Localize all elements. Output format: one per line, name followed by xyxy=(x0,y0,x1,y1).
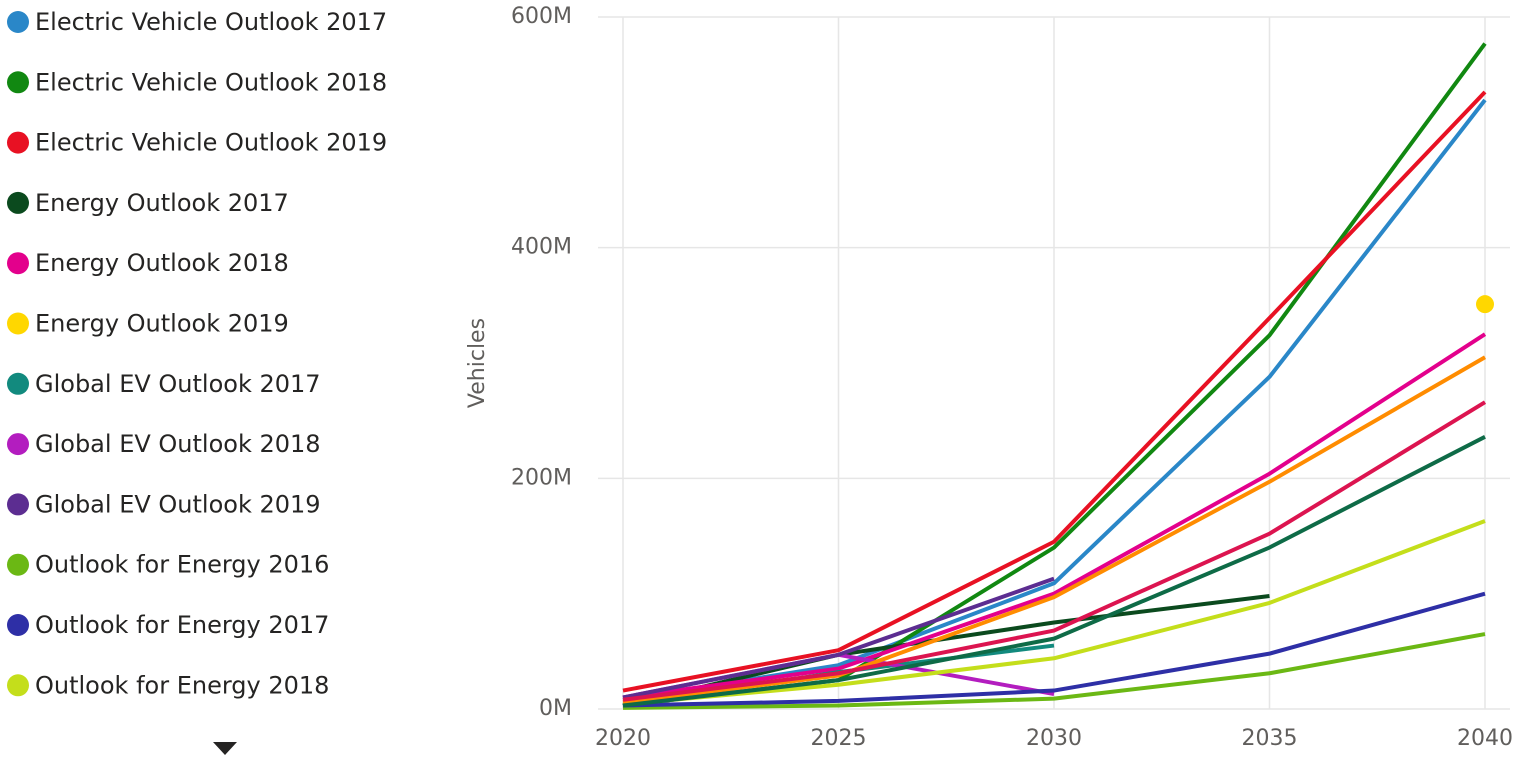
legend-label[interactable]: Outlook for Energy 2018 xyxy=(35,671,329,699)
x-tick-label: 2030 xyxy=(1026,726,1082,751)
series-line xyxy=(622,355,1487,705)
x-tick-label: 2035 xyxy=(1242,726,1298,751)
legend-marker xyxy=(7,553,29,576)
legend-label[interactable]: Energy Outlook 2017 xyxy=(35,189,289,217)
legend-label[interactable]: Global EV Outlook 2018 xyxy=(35,430,321,458)
series-line xyxy=(622,435,1486,708)
legend-label[interactable]: Energy Outlook 2018 xyxy=(35,249,289,277)
legend-marker xyxy=(7,372,29,395)
y-tick-label: 0M xyxy=(539,696,572,721)
series-line xyxy=(622,519,1486,707)
series-line xyxy=(622,90,1487,693)
series-line xyxy=(622,632,1486,710)
legend-marker xyxy=(7,614,29,636)
legend-marker xyxy=(7,252,29,275)
series-line xyxy=(622,400,1487,702)
legend-marker xyxy=(7,11,29,33)
legend-label[interactable]: Outlook for Energy 2016 xyxy=(35,551,329,579)
series-line xyxy=(622,332,1487,700)
y-tick-label: 600M xyxy=(511,4,572,29)
legend-scroll-arrow[interactable] xyxy=(213,742,237,755)
line-point xyxy=(1476,295,1494,314)
series-line xyxy=(622,593,1270,708)
legend-marker xyxy=(7,493,29,516)
legend-label[interactable]: Outlook for Energy 2017 xyxy=(35,611,329,639)
legend-marker xyxy=(7,433,29,456)
legend-marker xyxy=(7,71,29,94)
y-tick-label: 400M xyxy=(511,235,572,260)
legend-label[interactable]: Global EV Outlook 2017 xyxy=(35,370,321,398)
legend-marker xyxy=(7,191,29,214)
x-tick-label: 2020 xyxy=(595,726,651,751)
legend-label[interactable]: Energy Outlook 2019 xyxy=(35,310,289,338)
legend-marker xyxy=(7,312,29,335)
y-tick-label: 200M xyxy=(511,465,572,490)
legend-label[interactable]: Electric Vehicle Outlook 2018 xyxy=(35,68,387,96)
y-axis-label: Vehicles xyxy=(465,318,490,408)
legend-label[interactable]: Electric Vehicle Outlook 2017 xyxy=(35,8,387,36)
legend-label[interactable]: Electric Vehicle Outlook 2019 xyxy=(35,129,387,157)
legend-label[interactable]: Global EV Outlook 2019 xyxy=(35,490,321,518)
legend-marker xyxy=(7,674,29,697)
series-line xyxy=(622,576,1055,700)
series-line xyxy=(622,591,1486,708)
legend-marker xyxy=(7,131,29,154)
x-tick-label: 2040 xyxy=(1457,726,1513,751)
x-tick-label: 2025 xyxy=(811,726,867,751)
